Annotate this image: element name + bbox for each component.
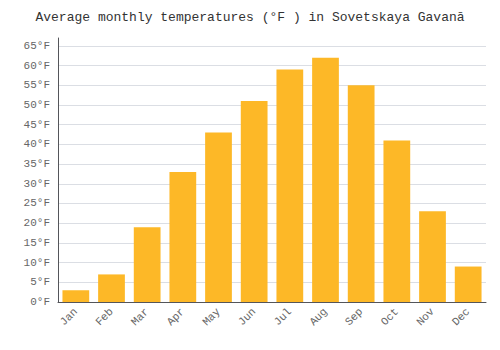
svg-text:Apr: Apr xyxy=(165,306,187,328)
svg-text:15°F: 15°F xyxy=(24,237,50,249)
svg-text:Nov: Nov xyxy=(414,305,437,328)
svg-text:10°F: 10°F xyxy=(24,257,50,269)
svg-text:May: May xyxy=(200,305,223,328)
svg-text:40°F: 40°F xyxy=(24,138,50,150)
svg-text:Aug: Aug xyxy=(307,306,329,328)
svg-text:55°F: 55°F xyxy=(24,79,50,91)
svg-text:Jul: Jul xyxy=(272,306,294,328)
svg-text:Dec: Dec xyxy=(450,306,472,328)
svg-text:Feb: Feb xyxy=(93,306,115,328)
svg-text:Jan: Jan xyxy=(58,306,80,328)
svg-text:Jun: Jun xyxy=(236,306,258,328)
svg-text:50°F: 50°F xyxy=(24,99,50,111)
svg-text:5°F: 5°F xyxy=(30,276,50,288)
svg-text:Oct: Oct xyxy=(379,306,401,328)
svg-text:60°F: 60°F xyxy=(24,60,50,72)
svg-text:20°F: 20°F xyxy=(24,217,50,229)
svg-text:Sep: Sep xyxy=(343,306,365,328)
svg-text:25°F: 25°F xyxy=(24,197,50,209)
svg-text:30°F: 30°F xyxy=(24,178,50,190)
svg-text:65°F: 65°F xyxy=(24,40,50,52)
svg-text:Mar: Mar xyxy=(129,306,151,328)
svg-text:0°F: 0°F xyxy=(30,296,50,308)
svg-text:45°F: 45°F xyxy=(24,119,50,131)
svg-text:35°F: 35°F xyxy=(24,158,50,170)
svg-text:Average monthly temperatures (: Average monthly temperatures (°F ) in So… xyxy=(35,10,464,25)
